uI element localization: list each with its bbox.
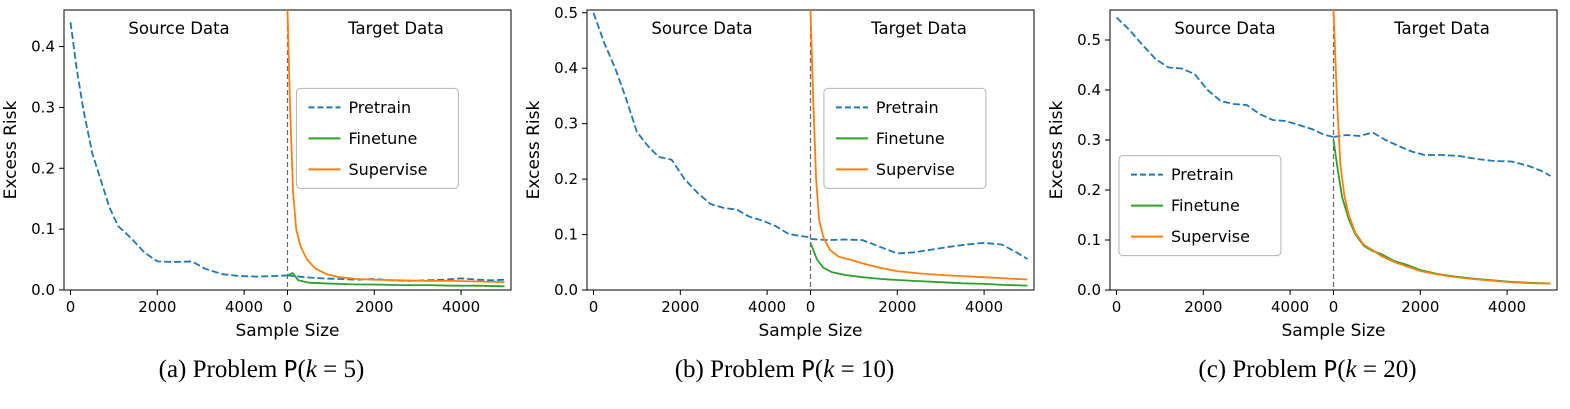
caption-part: P bbox=[801, 357, 815, 383]
y-tick-label: 0.2 bbox=[1077, 181, 1101, 199]
legend-label-finetune: Finetune bbox=[1171, 196, 1240, 215]
x-axis-label: Sample Size bbox=[758, 321, 862, 341]
subfigure-b: 0.0 0.1 0.2 0.3 0.4 0.5 0 2000 4000 0 2000 4000 Sour… bbox=[523, 2, 1046, 384]
series-pretrain-source-line bbox=[592, 12, 811, 239]
x-tick-label: 0 bbox=[589, 298, 599, 316]
subfigure-c: 0.0 0.1 0.2 0.3 0.4 0.5 0 2000 4000 0 2000 4000 Sour… bbox=[1046, 2, 1569, 384]
y-tick-label: 0.0 bbox=[554, 281, 578, 299]
y-tick-label: 0.3 bbox=[554, 115, 578, 133]
annotation-target-data: Target Data bbox=[1393, 19, 1490, 38]
caption-part: ( bbox=[1337, 356, 1346, 383]
x-tick-label: 0 bbox=[806, 298, 816, 316]
x-tick-label: 0 bbox=[283, 298, 293, 316]
x-tick-label: 4000 bbox=[1488, 298, 1526, 316]
x-tick-label: 0 bbox=[66, 298, 76, 316]
caption-part: (c) Problem bbox=[1198, 356, 1324, 383]
y-tick-label: 0.3 bbox=[31, 98, 55, 116]
legend-label-finetune: Finetune bbox=[348, 129, 417, 148]
x-tick-label: 4000 bbox=[1271, 298, 1309, 316]
y-tick-label: 0.0 bbox=[1077, 281, 1101, 299]
y-tick-label: 0.5 bbox=[554, 4, 578, 22]
series-finetune-target-line bbox=[809, 242, 1028, 287]
caption-part: k bbox=[305, 356, 317, 383]
y-tick-label: 0.1 bbox=[31, 220, 55, 238]
annotation-source-data: Source Data bbox=[128, 19, 229, 38]
x-tick-label: 2000 bbox=[661, 298, 699, 316]
caption-part: ( bbox=[814, 356, 824, 383]
x-tick-label: 4000 bbox=[442, 298, 480, 316]
legend-label-pretrain: Pretrain bbox=[1171, 165, 1234, 184]
x-axis-label: Sample Size bbox=[1281, 321, 1385, 341]
chart-problem-k10: 0.0 0.1 0.2 0.3 0.4 0.5 0 2000 4000 0 2000 4000 Sour… bbox=[524, 4, 1035, 341]
y-tick-label: 0.3 bbox=[1077, 131, 1101, 149]
y-axis-label: Excess Risk bbox=[524, 101, 544, 200]
annotation-source-data: Source Data bbox=[651, 19, 752, 38]
x-tick-label: 2000 bbox=[138, 298, 176, 316]
caption-c: (c) Problem P(k = 20) bbox=[1198, 354, 1416, 384]
annotation-target-data: Target Data bbox=[347, 19, 444, 38]
annotation-source-data: Source Data bbox=[1174, 19, 1275, 38]
series-finetune-target-line bbox=[1332, 139, 1551, 285]
legend-label-supervise: Supervise bbox=[348, 160, 427, 179]
legend-label-finetune: Finetune bbox=[876, 129, 945, 148]
series-pretrain-source-line bbox=[1115, 16, 1334, 138]
legend-label-supervise: Supervise bbox=[876, 160, 955, 179]
x-tick-label: 2000 bbox=[878, 298, 916, 316]
series-supervise-target-line bbox=[286, 9, 505, 283]
series-supervise-target-line bbox=[809, 9, 1028, 281]
series-finetune-target-line bbox=[287, 272, 505, 288]
x-tick-label: 4000 bbox=[225, 298, 263, 316]
legend-box bbox=[295, 87, 459, 189]
y-tick-label: 0.2 bbox=[554, 170, 578, 188]
series-supervise-target-line bbox=[1332, 9, 1551, 285]
figure-row: 0.0 0.1 0.2 0.3 0.4 0 2000 4000 0 2000 4000 Source … bbox=[0, 2, 1569, 384]
subfigure-a: 0.0 0.1 0.2 0.3 0.4 0 2000 4000 0 2000 4000 Source … bbox=[0, 2, 523, 384]
y-tick-label: 0.4 bbox=[1077, 81, 1101, 99]
x-axis-label: Sample Size bbox=[235, 321, 339, 341]
caption-part: k bbox=[823, 356, 835, 383]
caption-part: k bbox=[1345, 356, 1357, 383]
chart-problem-k5: 0.0 0.1 0.2 0.3 0.4 0 2000 4000 0 2000 4000 Source … bbox=[1, 9, 512, 341]
y-tick-label: 0.4 bbox=[31, 38, 55, 56]
caption-part: ( bbox=[297, 356, 306, 383]
y-tick-label: 0.4 bbox=[554, 59, 578, 77]
caption-a: (a) Problem P(k = 5) bbox=[159, 354, 365, 384]
chart-problem-k20: 0.0 0.1 0.2 0.3 0.4 0.5 0 2000 4000 0 2000 4000 Sour… bbox=[1047, 9, 1558, 341]
legend-label-supervise: Supervise bbox=[1171, 227, 1250, 246]
y-tick-label: 0.0 bbox=[31, 281, 55, 299]
caption-b: (b) Problem P(k = 10) bbox=[675, 354, 895, 384]
x-tick-label: 4000 bbox=[748, 298, 786, 316]
x-tick-label: 0 bbox=[1329, 298, 1339, 316]
x-tick-label: 4000 bbox=[965, 298, 1003, 316]
x-tick-label: 0 bbox=[1112, 298, 1122, 316]
caption-part: = 10) bbox=[834, 356, 895, 383]
x-tick-label: 2000 bbox=[1184, 298, 1222, 316]
caption-part: (a) Problem bbox=[158, 356, 284, 383]
caption-part: (b) Problem bbox=[674, 356, 802, 383]
series-pretrain-source-line bbox=[69, 22, 288, 278]
x-tick-label: 2000 bbox=[1401, 298, 1439, 316]
legend-box bbox=[1118, 155, 1282, 257]
series-pretrain-target-line bbox=[810, 238, 1028, 260]
y-axis-label: Excess Risk bbox=[1, 101, 21, 200]
caption-part: P bbox=[283, 357, 298, 383]
caption-part: = 5) bbox=[316, 356, 365, 383]
caption-part: = 20) bbox=[1356, 356, 1417, 383]
y-tick-label: 0.1 bbox=[554, 226, 578, 244]
x-tick-label: 2000 bbox=[355, 298, 393, 316]
legend-label-pretrain: Pretrain bbox=[876, 98, 939, 117]
y-tick-label: 0.2 bbox=[31, 159, 55, 177]
legend-box bbox=[823, 87, 987, 189]
y-tick-label: 0.5 bbox=[1077, 31, 1101, 49]
series-pretrain-target-line bbox=[1333, 131, 1551, 177]
annotation-target-data: Target Data bbox=[870, 19, 967, 38]
caption-part: P bbox=[1323, 357, 1338, 383]
y-tick-label: 0.1 bbox=[1077, 231, 1101, 249]
legend-label-pretrain: Pretrain bbox=[348, 98, 411, 117]
y-axis-label: Excess Risk bbox=[1047, 101, 1067, 200]
